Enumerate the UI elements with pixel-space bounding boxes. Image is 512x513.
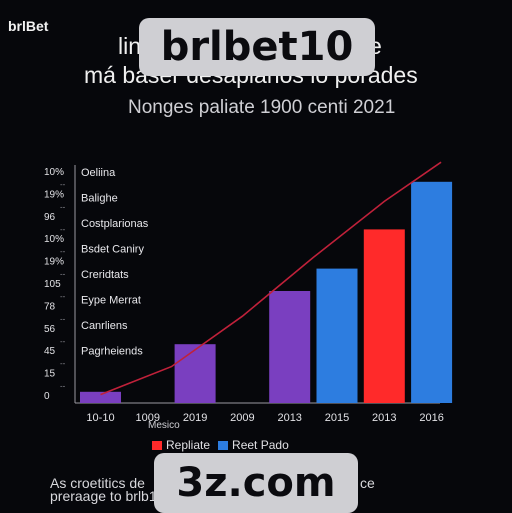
y-minor-tick-mark: -- [60, 382, 66, 391]
y-minor-tick-mark: -- [60, 180, 66, 189]
legend-item-reet-pado: Reet Pado [218, 438, 289, 452]
bar-2 [174, 344, 216, 403]
x-axis-extra-label: Mesico [148, 420, 180, 431]
y-minor-tick-mark: -- [60, 270, 66, 279]
y-tick-label: 96 [44, 212, 56, 223]
chart-legend: Repliate Reet Pado [152, 438, 289, 452]
legend-label: Reet Pado [232, 438, 289, 452]
row-label: Eype Merrat [81, 295, 141, 307]
bar-6 [363, 229, 405, 403]
legend-item-repliate: Repliate [152, 438, 210, 452]
y-tick-label: 19% [44, 257, 64, 268]
legend-label: Repliate [166, 438, 211, 452]
y-tick-label: 0 [44, 391, 50, 402]
x-tick-label: 2016 [419, 412, 443, 424]
y-tick-label: 10% [44, 234, 64, 245]
bar-5 [316, 268, 358, 403]
legend-swatch-blue [218, 440, 229, 450]
footnote-line-1-start: As croetitics de [50, 475, 145, 491]
y-tick-label: 105 [44, 279, 61, 290]
footnote: As croetitics de ce preraage to brlb10 [50, 475, 375, 504]
bar-7 [411, 181, 453, 403]
x-tick-label: 10-10 [86, 412, 114, 424]
watermark-badge-top: brlbet10 [139, 18, 375, 76]
bar-4 [269, 291, 311, 403]
y-minor-tick-mark: -- [60, 247, 66, 256]
legend-swatch-red [152, 440, 162, 450]
chart-subtitle: Nonges paliate 1900 centi 2021 [128, 97, 396, 118]
y-tick-label: 10% [44, 167, 64, 178]
y-minor-tick-mark: -- [60, 225, 66, 234]
title-line-1-start: lin [118, 33, 142, 59]
brand-logo-text: brlBet [8, 18, 49, 34]
y-tick-label: 78 [44, 301, 56, 312]
y-minor-tick-mark: -- [60, 292, 66, 301]
x-tick-label: 2015 [325, 412, 349, 424]
y-minor-tick-mark: -- [60, 314, 66, 323]
y-tick-label: 45 [44, 346, 56, 357]
y-minor-tick-mark: -- [60, 359, 66, 368]
row-label: Canrliens [81, 320, 128, 332]
row-label: Oeliina [81, 167, 116, 179]
y-tick-label: 56 [44, 324, 56, 335]
x-tick-label: 1009 [136, 412, 160, 424]
y-minor-tick-mark: -- [60, 202, 66, 211]
x-tick-label: 2013 [277, 412, 301, 424]
x-tick-label: 2019 [183, 412, 207, 424]
row-label: Costplarionas [81, 218, 149, 230]
row-label: Balighe [81, 193, 118, 205]
x-tick-label: 2013 [372, 412, 396, 424]
y-tick-label: 19% [44, 189, 64, 200]
trend-line [100, 161, 442, 396]
row-label: Creridtats [81, 269, 129, 281]
x-tick-label: 2009 [230, 412, 254, 424]
y-minor-tick-mark: -- [60, 337, 66, 346]
watermark-badge-bottom: 3z.com [154, 453, 358, 513]
bar-0 [80, 391, 121, 403]
y-tick-label: 15 [44, 369, 56, 380]
row-label: Pagrheiends [81, 346, 143, 358]
footnote-line-1-end: ce [360, 475, 375, 491]
footnote-line-2: preraage to brlb10 [50, 488, 165, 504]
row-label: Bsdet Caniry [81, 244, 144, 256]
